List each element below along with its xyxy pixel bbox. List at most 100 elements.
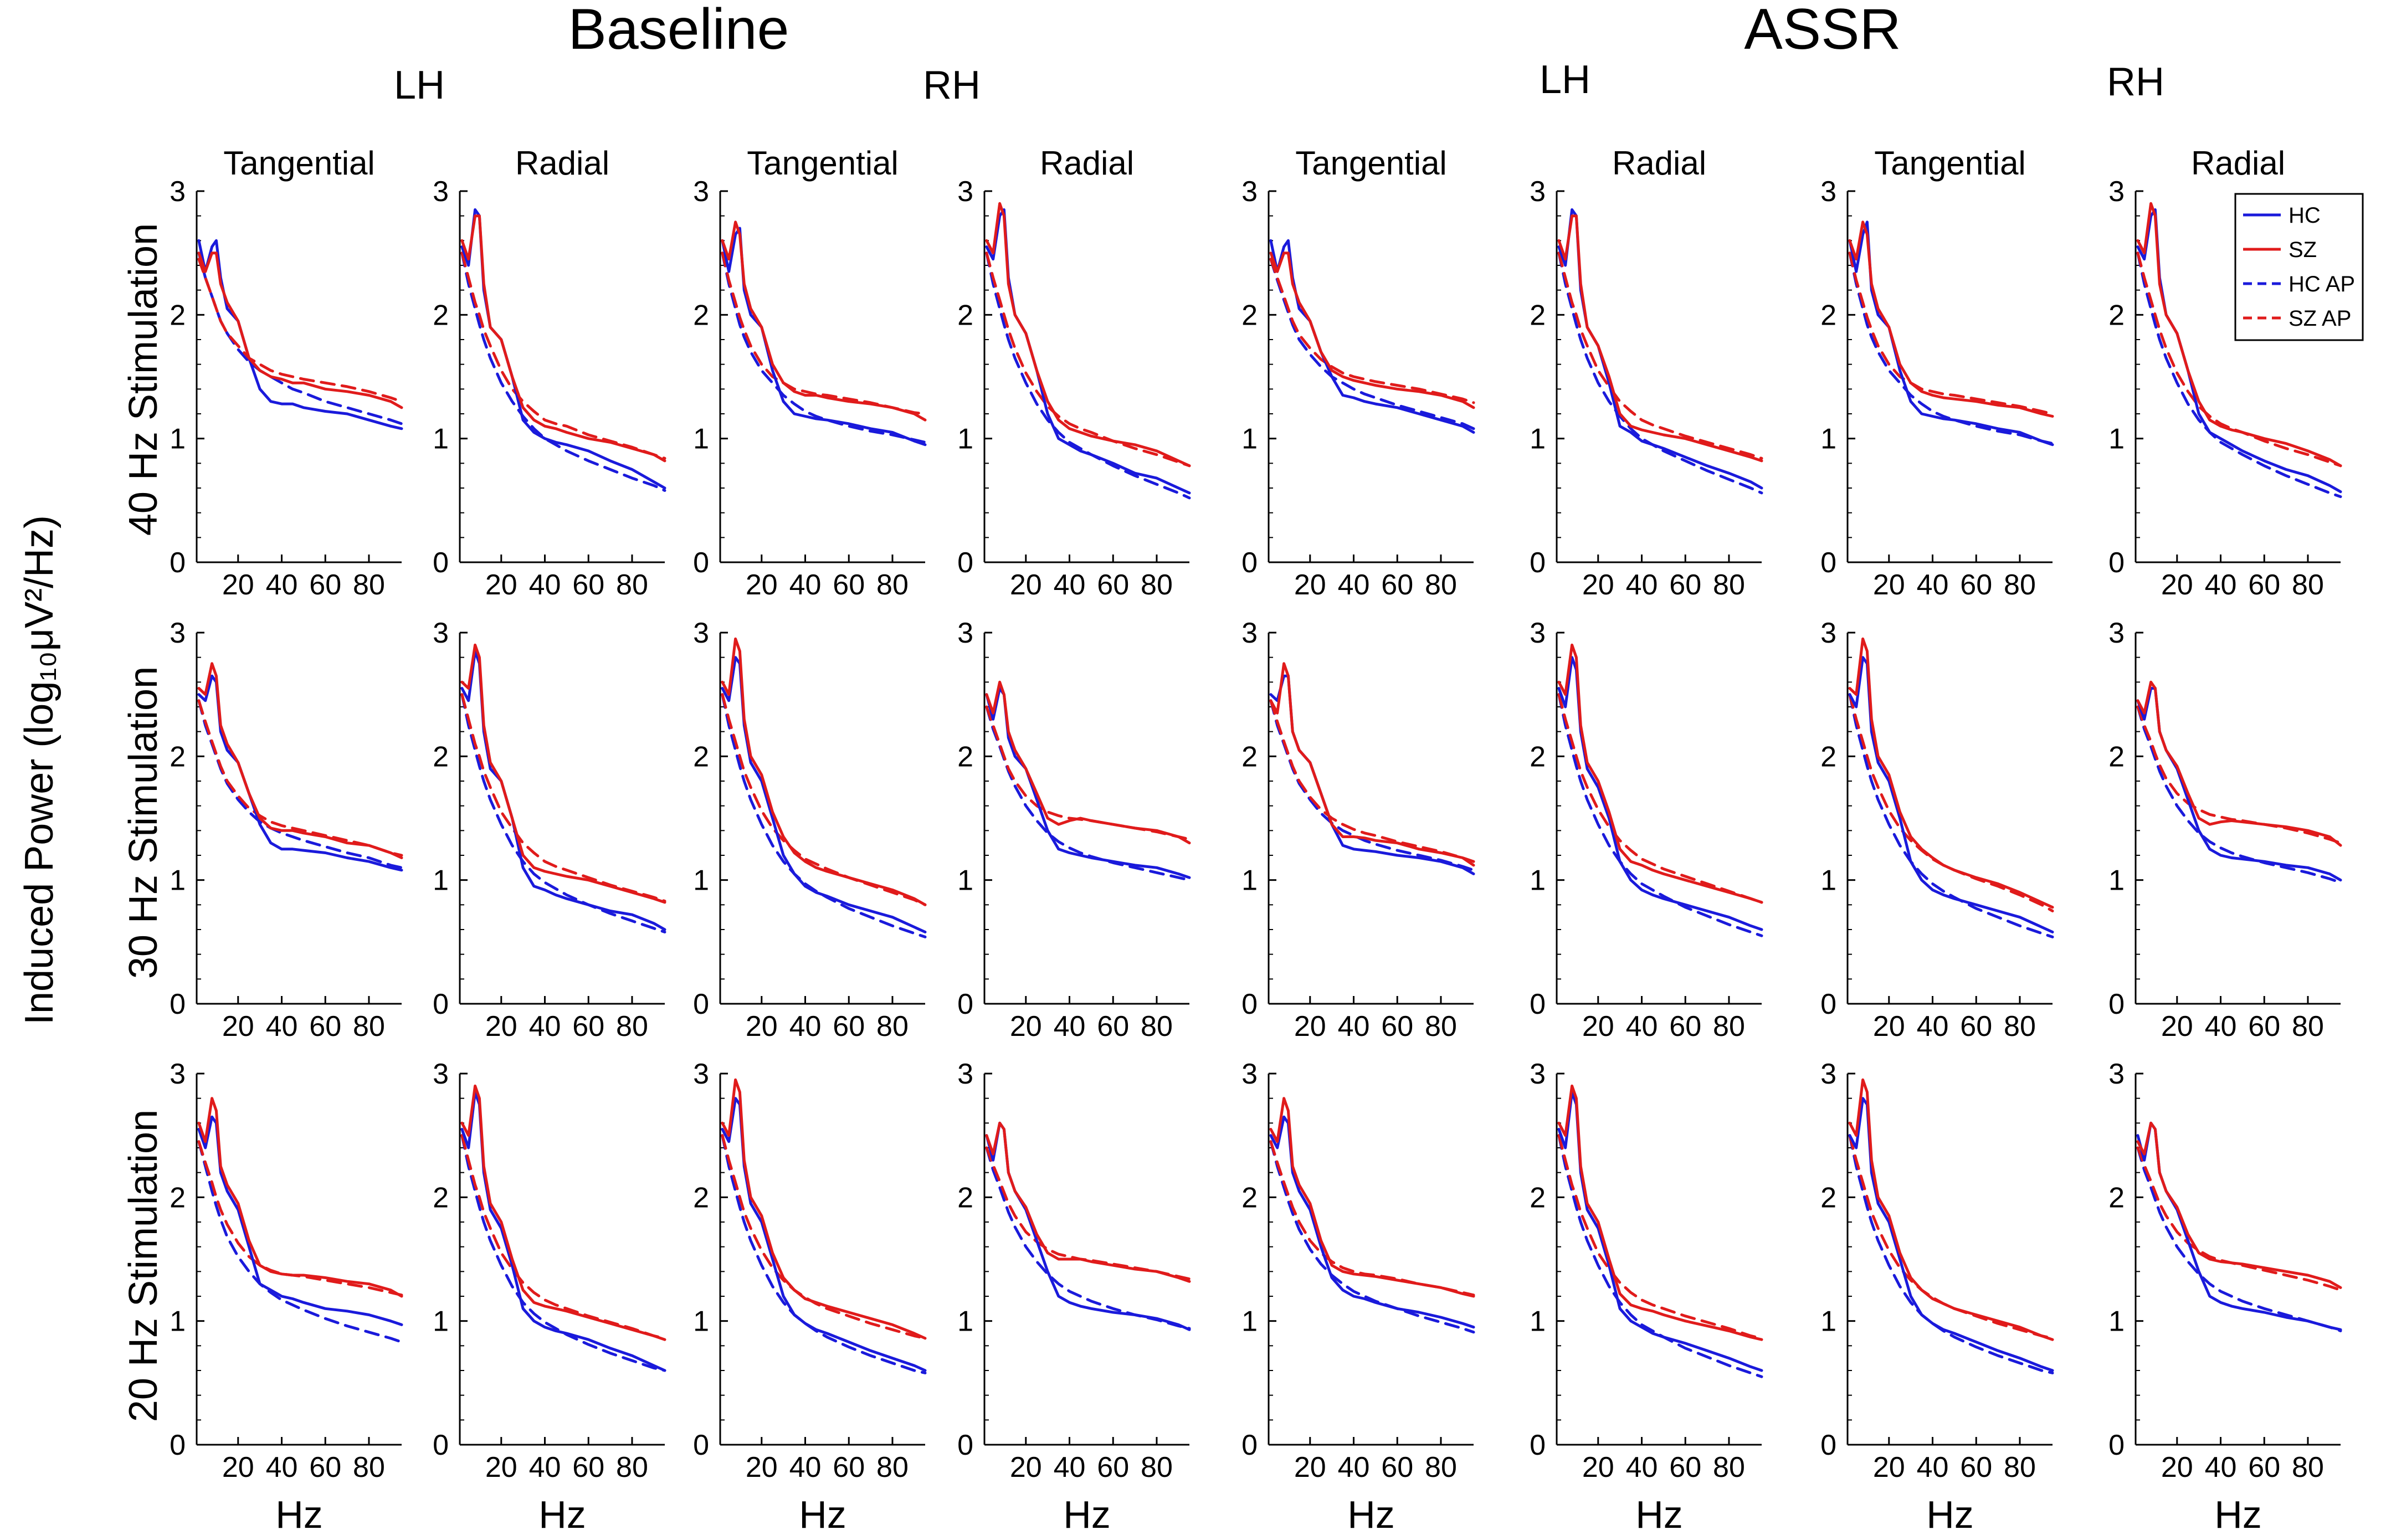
panel-r1c1: 0 1 2 3 20 40 60 80 <box>433 617 666 1043</box>
x-tick-label-r0c6-20: 20 <box>1873 569 1905 601</box>
series-line-sz-ap-r2c2 <box>721 1134 927 1340</box>
x-tick-label-r1c1-80: 80 <box>616 1010 648 1043</box>
y-tick-label-r0c2-2: 2 <box>693 299 709 331</box>
y-tick-label-r0c4-2: 2 <box>1241 299 1258 331</box>
column-title-0: Tangential <box>223 145 375 182</box>
hemisphere-label-assr-lh: LH <box>1540 58 1590 102</box>
y-tick-label-r2c3-2: 2 <box>957 1182 973 1214</box>
y-tick-label-r0c0-0: 0 <box>170 547 186 579</box>
x-tick-label-r2c2-40: 40 <box>789 1451 822 1483</box>
x-tick-label-r0c4-60: 60 <box>1381 569 1413 601</box>
series-line-sz-r0c0 <box>197 251 403 409</box>
series-line-sz-r2c5 <box>1557 1084 1763 1341</box>
y-tick-label-r0c1-2: 2 <box>433 299 449 331</box>
series-line-sz-r0c6 <box>1848 220 2054 418</box>
column-title-1: Radial <box>515 145 609 182</box>
x-tick-label-r0c5-40: 40 <box>1626 569 1658 601</box>
series-line-sz-ap-r0c5 <box>1557 251 1763 460</box>
y-tick-label-r1c4-0: 0 <box>1241 988 1258 1020</box>
series-line-hc-r2c6 <box>1848 1097 2054 1372</box>
panel-r0c5: Radial 0 1 2 3 20 40 60 80 <box>1530 145 1763 601</box>
y-tick-label-r2c0-0: 0 <box>170 1429 186 1461</box>
x-tick-label-r0c5-20: 20 <box>1582 569 1614 601</box>
y-tick-label-r2c5-3: 3 <box>1530 1058 1546 1090</box>
panel-r2c5: 0 1 2 3 20 40 60 80 Hz <box>1530 1058 1763 1536</box>
series-line-sz-r2c3 <box>985 1121 1191 1283</box>
y-tick-label-r1c3-0: 0 <box>957 988 973 1020</box>
panel-r0c4: Tangential 0 1 2 3 20 40 60 80 <box>1241 145 1475 601</box>
series-line-sz-r0c3 <box>985 202 1191 468</box>
series-line-hc-ap-r1c1 <box>460 693 666 933</box>
panel-r0c7: Radial 0 1 2 3 20 40 60 80 <box>2108 145 2342 601</box>
series-line-hc-ap-r2c2 <box>721 1134 927 1374</box>
x-tick-label-r1c5-80: 80 <box>1713 1010 1745 1043</box>
series-line-sz-r2c7 <box>2136 1121 2342 1289</box>
y-tick-label-r2c7-0: 0 <box>2108 1429 2125 1461</box>
series-line-hc-r0c6 <box>1848 220 2054 446</box>
y-tick-label-r1c7-2: 2 <box>2108 741 2125 773</box>
x-tick-label-r0c2-60: 60 <box>833 569 865 601</box>
x-tick-label-r1c2-80: 80 <box>876 1010 909 1043</box>
y-tick-label-r2c6-2: 2 <box>1820 1182 1836 1214</box>
x-tick-label-r2c4-60: 60 <box>1381 1451 1413 1483</box>
x-tick-label-r1c7-20: 20 <box>2161 1010 2193 1043</box>
y-tick-label-r0c4-3: 3 <box>1241 176 1258 208</box>
series-line-hc-ap-r2c0 <box>197 1140 403 1344</box>
x-tick-label-r0c6-40: 40 <box>1917 569 1949 601</box>
panel-r0c1: Radial 0 1 2 3 20 40 60 80 <box>433 145 666 601</box>
x-tick-label-r2c4-40: 40 <box>1338 1451 1370 1483</box>
panel-r1c6: 0 1 2 3 20 40 60 80 <box>1820 617 2054 1043</box>
hemisphere-label-baseline-lh: LH <box>394 63 445 107</box>
y-tick-label-r1c5-3: 3 <box>1530 617 1546 649</box>
legend-label-hc: HC <box>2289 203 2321 228</box>
x-tick-label-r2c7-40: 40 <box>2205 1451 2237 1483</box>
hemisphere-label-assr-rh: RH <box>2107 60 2164 104</box>
y-tick-label-r0c3-3: 3 <box>957 176 973 208</box>
x-tick-label-r2c0-40: 40 <box>266 1451 298 1483</box>
condition-title-baseline: Baseline <box>568 0 789 61</box>
x-axis-label-2: Hz <box>799 1493 846 1536</box>
x-tick-label-r1c3-60: 60 <box>1097 1010 1129 1043</box>
x-tick-label-r0c1-40: 40 <box>529 569 561 601</box>
x-tick-label-r2c1-20: 20 <box>485 1451 517 1483</box>
series-line-sz-ap-r1c0 <box>197 699 403 857</box>
y-tick-label-r1c2-2: 2 <box>693 741 709 773</box>
y-tick-label-r1c2-3: 3 <box>693 617 709 649</box>
y-tick-label-r0c1-1: 1 <box>433 423 449 455</box>
y-tick-label-r0c2-1: 1 <box>693 423 709 455</box>
x-tick-label-r1c5-20: 20 <box>1582 1010 1614 1043</box>
x-tick-label-r2c5-80: 80 <box>1713 1451 1745 1483</box>
y-tick-label-r0c7-3: 3 <box>2108 176 2125 208</box>
column-title-5: Radial <box>1612 145 1706 182</box>
series-line-hc-ap-r0c5 <box>1557 251 1763 495</box>
series-line-sz-r1c6 <box>1848 637 2054 909</box>
x-tick-label-r1c6-60: 60 <box>1960 1010 1992 1043</box>
x-tick-label-r2c6-60: 60 <box>1960 1451 1992 1483</box>
x-tick-label-r2c5-60: 60 <box>1669 1451 1701 1483</box>
x-tick-label-r0c0-40: 40 <box>266 569 298 601</box>
series-line-sz-ap-r0c4 <box>1269 258 1475 404</box>
series-line-sz-ap-r0c0 <box>197 258 403 403</box>
y-tick-label-r0c3-2: 2 <box>957 299 973 331</box>
y-tick-label-r1c1-1: 1 <box>433 865 449 897</box>
series-line-sz-r2c2 <box>721 1078 927 1340</box>
panel-r2c2: 0 1 2 3 20 40 60 80 Hz <box>693 1058 927 1536</box>
y-tick-label-r1c5-0: 0 <box>1530 988 1546 1020</box>
x-tick-label-r0c6-80: 80 <box>2004 569 2036 601</box>
y-tick-label-r1c2-1: 1 <box>693 865 709 897</box>
x-tick-label-r2c1-40: 40 <box>529 1451 561 1483</box>
x-tick-label-r0c0-20: 20 <box>222 569 254 601</box>
y-tick-label-r1c2-0: 0 <box>693 988 709 1020</box>
panel-r2c7: 0 1 2 3 20 40 60 80 Hz <box>2108 1058 2342 1536</box>
series-line-sz-r0c7 <box>2136 202 2342 468</box>
y-tick-label-r1c1-3: 3 <box>433 617 449 649</box>
x-tick-label-r2c1-60: 60 <box>572 1451 604 1483</box>
y-tick-label-r1c1-0: 0 <box>433 988 449 1020</box>
y-tick-label-r0c1-0: 0 <box>433 547 449 579</box>
x-axis-label-1: Hz <box>538 1493 586 1536</box>
y-tick-label-r2c6-3: 3 <box>1820 1058 1836 1090</box>
x-axis-label-5: Hz <box>1635 1493 1683 1536</box>
series-line-hc-r2c2 <box>721 1097 927 1372</box>
y-tick-label-r0c6-3: 3 <box>1820 176 1836 208</box>
y-tick-label-r2c4-2: 2 <box>1241 1182 1258 1214</box>
